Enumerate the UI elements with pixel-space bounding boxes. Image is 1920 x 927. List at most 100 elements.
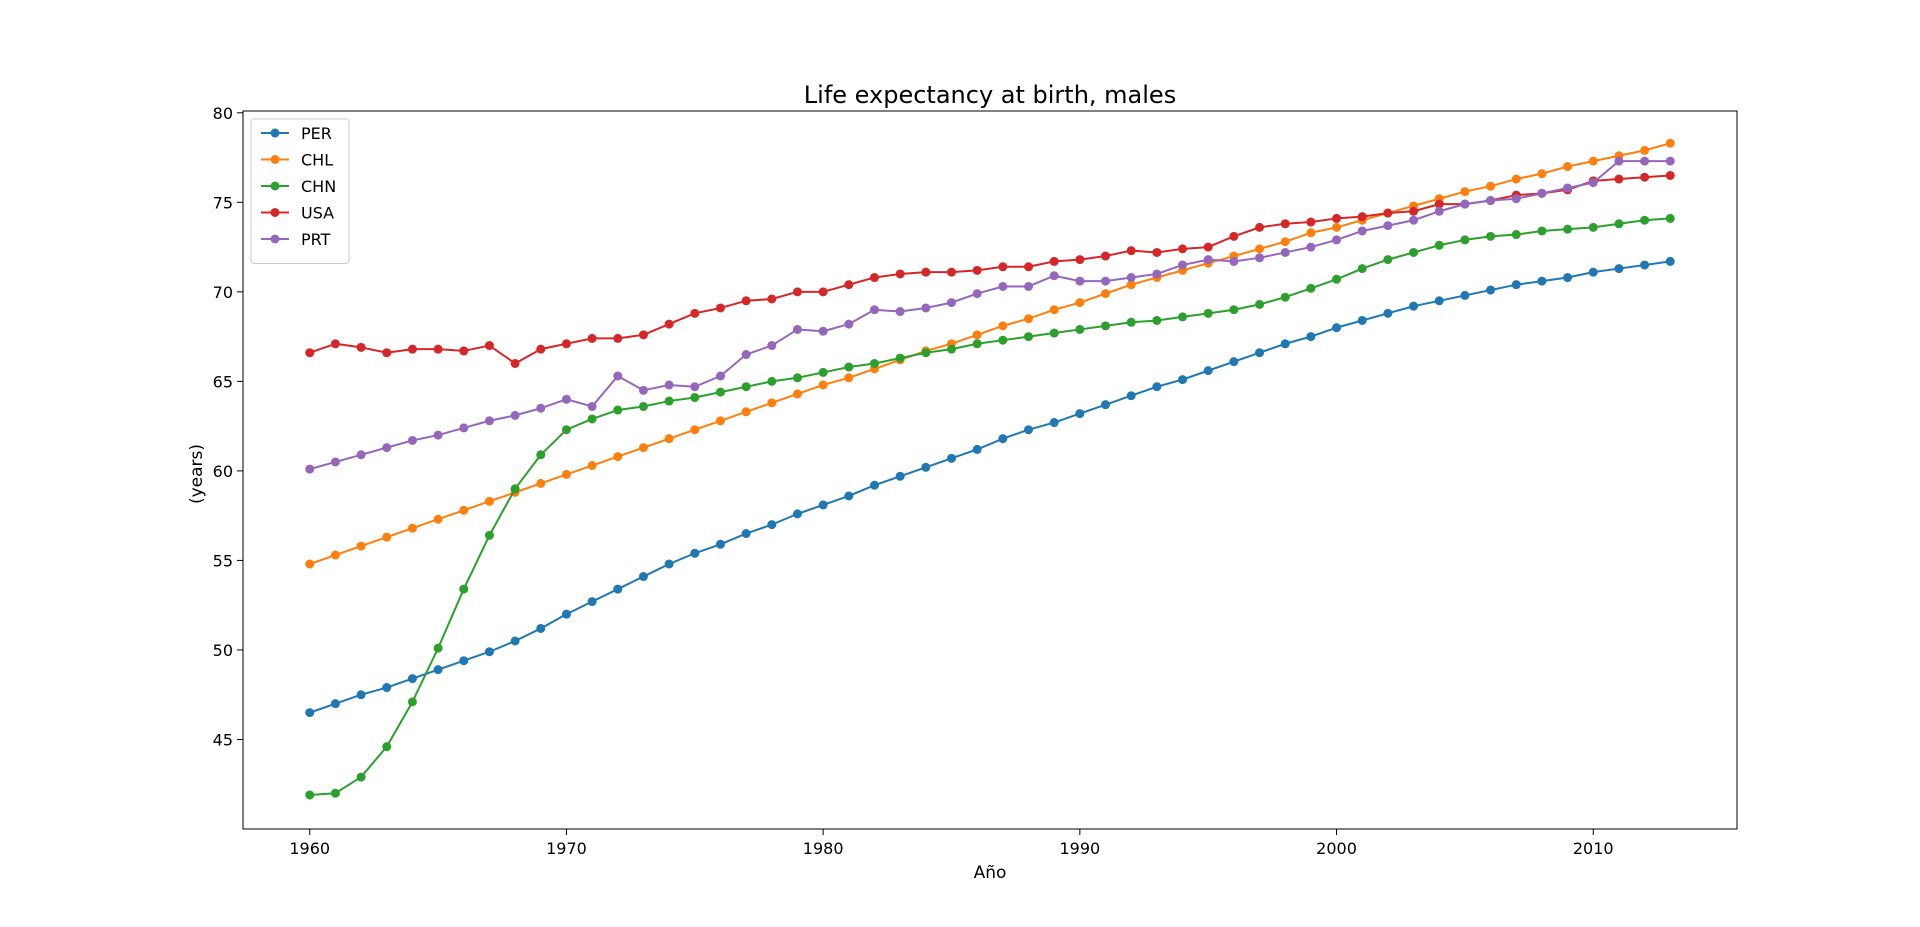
data-point-prt xyxy=(1255,253,1265,263)
data-point-prt xyxy=(1537,188,1547,198)
data-point-per xyxy=(1332,323,1342,333)
data-point-usa xyxy=(638,330,648,340)
x-tick-label: 2000 xyxy=(1316,839,1357,858)
data-point-usa xyxy=(536,344,546,354)
data-point-per xyxy=(1383,308,1393,318)
data-point-prt xyxy=(1203,255,1213,265)
data-point-chn xyxy=(741,382,751,392)
data-point-chl xyxy=(972,330,982,340)
data-point-per xyxy=(1563,273,1573,283)
legend-marker-per xyxy=(270,128,280,138)
data-point-per xyxy=(1255,348,1265,358)
data-point-prt xyxy=(1280,247,1290,257)
data-point-chn xyxy=(1049,328,1059,338)
data-point-chn xyxy=(1640,215,1650,225)
data-point-chl xyxy=(741,407,751,417)
data-point-chl xyxy=(715,416,725,426)
data-point-chn xyxy=(536,450,546,460)
data-point-prt xyxy=(484,416,494,426)
data-point-prt xyxy=(1152,269,1162,279)
data-point-chl xyxy=(382,532,392,542)
data-point-chl xyxy=(305,559,315,569)
series-chl xyxy=(305,138,1675,569)
data-point-usa xyxy=(1178,244,1188,254)
data-point-chl xyxy=(407,523,417,533)
data-point-chn xyxy=(1511,230,1521,240)
data-point-chn xyxy=(1101,321,1111,331)
data-point-per xyxy=(1486,285,1496,295)
data-point-chl xyxy=(1101,289,1111,299)
data-point-usa xyxy=(972,265,982,275)
data-point-chn xyxy=(895,353,905,363)
data-point-chn xyxy=(818,367,828,377)
data-point-chl xyxy=(1460,187,1470,197)
data-point-chn xyxy=(613,405,623,415)
data-point-chl xyxy=(536,478,546,488)
data-point-usa xyxy=(1614,174,1624,184)
data-point-chn xyxy=(305,790,315,800)
data-point-per xyxy=(587,597,597,607)
data-point-prt xyxy=(664,380,674,390)
data-point-chl xyxy=(1665,138,1675,148)
data-point-chn xyxy=(356,772,366,782)
data-point-prt xyxy=(1486,196,1496,206)
data-point-per xyxy=(972,444,982,454)
data-point-usa xyxy=(715,303,725,313)
legend-label-usa: USA xyxy=(301,204,334,223)
data-point-usa xyxy=(305,348,315,358)
y-tick-label: 65 xyxy=(213,372,233,391)
data-point-per xyxy=(895,471,905,481)
data-point-prt xyxy=(1101,276,1111,286)
data-point-prt xyxy=(587,401,597,411)
data-point-prt xyxy=(818,326,828,336)
data-point-chl xyxy=(1537,169,1547,179)
data-point-prt xyxy=(1511,194,1521,204)
data-point-chl xyxy=(1075,298,1085,308)
data-point-chl xyxy=(1280,237,1290,247)
data-point-usa xyxy=(1101,251,1111,261)
data-point-usa xyxy=(1306,217,1316,227)
data-point-per xyxy=(690,548,700,558)
data-point-chl xyxy=(433,514,443,524)
data-point-chn xyxy=(1126,317,1136,327)
data-point-chl xyxy=(356,541,366,551)
data-point-usa xyxy=(613,333,623,343)
data-point-usa xyxy=(767,294,777,304)
data-point-chl xyxy=(1511,174,1521,184)
data-point-usa xyxy=(1152,247,1162,257)
data-point-per xyxy=(1665,256,1675,266)
data-point-prt xyxy=(767,341,777,351)
data-point-prt xyxy=(613,371,623,381)
data-point-chn xyxy=(998,335,1008,345)
series-per xyxy=(305,256,1675,718)
legend-item-prt: PRT xyxy=(261,230,331,249)
data-point-usa xyxy=(382,348,392,358)
data-point-chl xyxy=(1640,145,1650,155)
data-point-chn xyxy=(587,414,597,424)
data-point-prt xyxy=(972,289,982,299)
data-point-per xyxy=(767,520,777,530)
data-point-usa xyxy=(818,287,828,297)
data-point-chl xyxy=(330,550,340,560)
data-point-per xyxy=(330,699,340,709)
data-point-chn xyxy=(1229,305,1239,315)
data-point-prt xyxy=(741,350,751,360)
data-point-per xyxy=(1101,400,1111,410)
data-point-chn xyxy=(1280,292,1290,302)
data-point-chl xyxy=(1306,228,1316,238)
data-point-per xyxy=(613,584,623,594)
data-point-chl xyxy=(1024,314,1034,324)
data-point-usa xyxy=(1229,231,1239,241)
data-point-usa xyxy=(1332,213,1342,223)
data-point-usa xyxy=(1075,255,1085,265)
data-point-per xyxy=(1460,290,1470,300)
data-point-prt xyxy=(536,403,546,413)
data-point-prt xyxy=(1588,178,1598,188)
legend-item-chl: CHL xyxy=(261,151,333,170)
series-prt xyxy=(305,156,1675,474)
data-point-chn xyxy=(1614,219,1624,229)
data-point-chn xyxy=(946,344,956,354)
data-point-chn xyxy=(921,348,931,358)
data-point-prt xyxy=(1665,156,1675,166)
